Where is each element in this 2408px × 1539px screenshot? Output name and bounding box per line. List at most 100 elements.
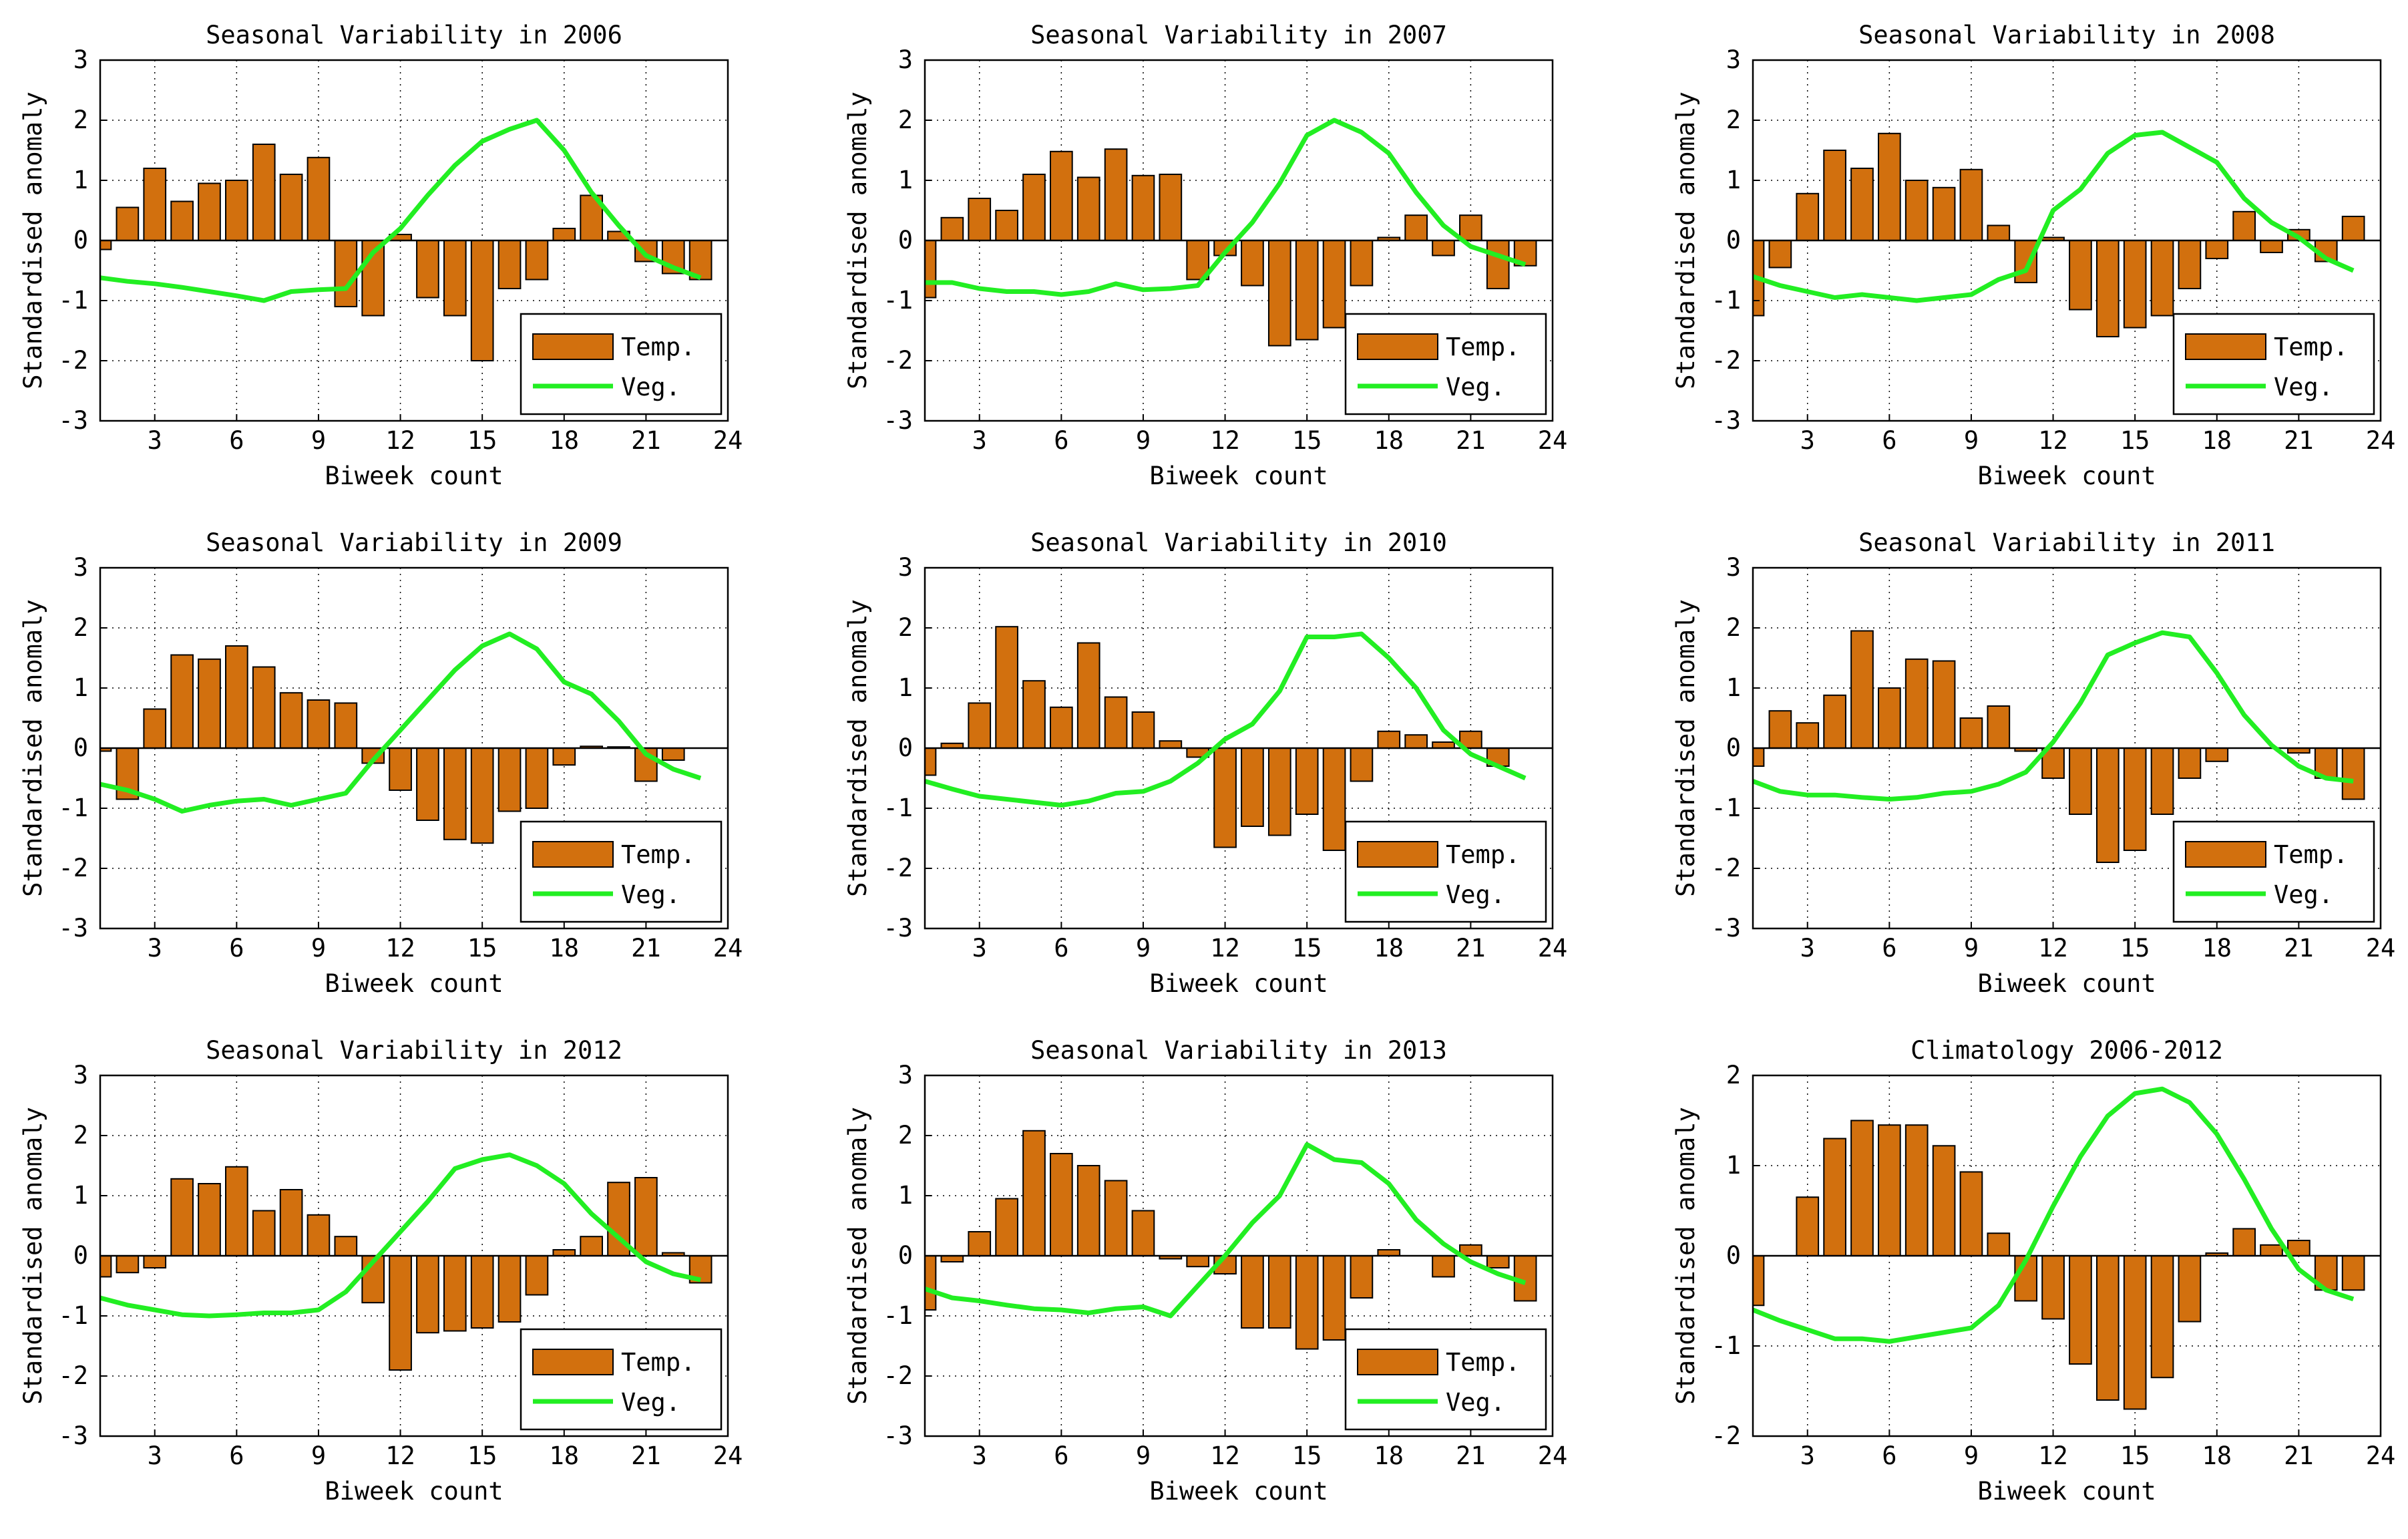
temp-bar	[1404, 214, 1428, 242]
x-tick-label: 24	[713, 1441, 743, 1470]
temp-bar	[225, 1166, 248, 1257]
y-tick-label: 1	[898, 673, 913, 702]
y-axis-label: Standardised anomaly	[19, 92, 47, 389]
legend-veg-label: Veg.	[621, 1388, 680, 1417]
y-axis-label: Standardised anomaly	[19, 1107, 47, 1405]
y-tick-label: -1	[883, 794, 913, 822]
temp-bar	[2069, 1255, 2092, 1365]
veg-line	[924, 1142, 1527, 1319]
temp-bar	[1241, 747, 1264, 827]
x-tick-label: 9	[1136, 934, 1151, 963]
temp-bar	[2341, 747, 2365, 800]
y-tick-label: -2	[883, 854, 913, 882]
temp-bar	[1076, 1165, 1100, 1256]
y-tick-label: 1	[1726, 166, 1741, 194]
x-tick-label: 21	[631, 426, 661, 455]
temp-bar	[2341, 216, 2365, 241]
y-tick-label: -3	[58, 406, 88, 435]
temp-bar	[1377, 730, 1401, 749]
temp-bar	[1377, 1249, 1401, 1256]
temp-bar	[252, 144, 276, 241]
y-tick-label: -3	[883, 406, 913, 435]
temp-bar	[2069, 747, 2092, 815]
temp-bar	[443, 240, 467, 317]
temp-bar	[552, 1249, 576, 1256]
temp-bar	[1432, 741, 1455, 749]
x-tick-label: 18	[550, 426, 580, 455]
veg-line	[1752, 130, 2355, 303]
x-tick-label: 18	[550, 934, 580, 963]
y-tick-label: 2	[73, 613, 88, 642]
temp-bar	[443, 1255, 467, 1332]
y-tick-label: -2	[1711, 1421, 1741, 1450]
temp-bar	[1768, 240, 1792, 269]
legend-box	[1344, 1328, 1547, 1431]
temp-bar	[2014, 240, 2038, 283]
y-tick-label: -2	[1711, 346, 1741, 375]
temp-bar	[2205, 747, 2229, 762]
temp-bar	[2069, 240, 2092, 311]
temp-bar	[225, 180, 248, 241]
legend-temp-label: Temp.	[1446, 840, 1520, 869]
x-tick-label: 9	[311, 1441, 326, 1470]
chart-title: Seasonal Variability in 2006	[206, 21, 622, 49]
temp-bar	[634, 1177, 658, 1256]
temp-bar	[2205, 240, 2229, 259]
veg-line	[1752, 1086, 2355, 1344]
y-axis-label: Standardised anomaly	[1671, 599, 1700, 897]
temp-bar	[2150, 240, 2174, 317]
temp-bar	[497, 240, 522, 289]
legend: Temp. Veg.	[520, 820, 723, 923]
temp-bar	[2150, 1255, 2174, 1379]
legend-temp-swatch	[1357, 1349, 1438, 1375]
temp-bar	[1932, 186, 1956, 241]
temp-bar	[497, 1255, 522, 1323]
y-tick-label: 3	[1726, 45, 1741, 74]
y-tick-label: 3	[1726, 553, 1741, 582]
x-tick-label: 6	[229, 1441, 244, 1470]
temp-bar	[116, 1255, 140, 1274]
x-tick-label: 12	[385, 934, 415, 963]
y-tick-label: -2	[58, 346, 88, 375]
x-axis-label: Biweek count	[1149, 462, 1328, 490]
temp-bar	[995, 210, 1018, 241]
x-tick-label: 21	[2284, 1441, 2314, 1470]
temp-bar	[1159, 174, 1183, 241]
temp-bar	[1022, 1130, 1046, 1257]
temp-bar	[1267, 747, 1291, 836]
y-axis-label: Standardised anomaly	[843, 599, 872, 897]
y-tick-label: 1	[73, 673, 88, 702]
y-tick-label: 2	[898, 106, 913, 134]
temp-bar	[279, 692, 303, 749]
y-tick-label: -3	[883, 1421, 913, 1450]
temp-bar	[968, 1231, 992, 1256]
x-tick-label: 9	[1136, 1441, 1151, 1470]
legend: Temp. Veg.	[1344, 820, 1547, 923]
x-tick-label: 15	[1292, 934, 1322, 963]
x-tick-label: 3	[972, 426, 987, 455]
temp-bar	[1104, 1180, 1128, 1256]
temp-bar	[334, 240, 358, 307]
x-tick-label: 3	[1800, 934, 1815, 963]
y-tick-label: -3	[1711, 914, 1741, 943]
legend-temp-label: Temp.	[1446, 1348, 1520, 1377]
y-tick-label: 2	[73, 1121, 88, 1150]
y-tick-label: 3	[898, 1061, 913, 1089]
temp-bar	[1104, 148, 1128, 241]
legend-temp-swatch	[1357, 333, 1438, 360]
chart-title: Seasonal Variability in 2008	[1858, 21, 2275, 49]
legend-temp-label: Temp.	[621, 333, 695, 361]
x-axis-label: Biweek count	[1149, 969, 1328, 998]
x-tick-label: 3	[1800, 1441, 1815, 1470]
legend-temp-swatch	[2185, 841, 2266, 868]
x-tick-label: 18	[2202, 1441, 2232, 1470]
y-tick-label: 0	[1726, 226, 1741, 254]
x-tick-label: 12	[2038, 934, 2068, 963]
y-tick-label: -1	[58, 1301, 88, 1330]
x-axis-label: Biweek count	[325, 1477, 503, 1506]
y-axis-label: Standardised anomaly	[843, 92, 872, 389]
temp-bar	[1131, 711, 1155, 749]
